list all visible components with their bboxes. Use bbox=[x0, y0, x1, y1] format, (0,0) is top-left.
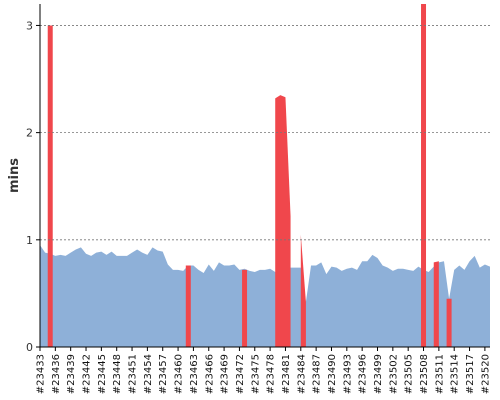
x-tick-label: #23475 bbox=[250, 354, 261, 394]
x-tick-label: #23496 bbox=[358, 354, 369, 394]
y-axis-label: mins bbox=[7, 158, 22, 193]
series-spike bbox=[242, 269, 248, 347]
x-tick-label: #23460 bbox=[174, 354, 185, 394]
series-spike bbox=[433, 261, 439, 347]
x-tick-label: #23511 bbox=[434, 354, 445, 394]
x-tick-label: #23481 bbox=[281, 354, 292, 394]
y-tick-label: 2 bbox=[26, 127, 33, 140]
series-spike bbox=[421, 4, 427, 347]
series-spike bbox=[300, 234, 306, 347]
x-tick-label: #23508 bbox=[419, 354, 430, 394]
x-tick-label: #23439 bbox=[66, 354, 77, 394]
x-tick-label: #23484 bbox=[296, 354, 307, 394]
x-tick-label: #23478 bbox=[266, 354, 277, 394]
x-tick-label: #23487 bbox=[312, 354, 323, 394]
x-tick-label: #23457 bbox=[158, 354, 169, 394]
series-spike bbox=[185, 265, 191, 347]
series-spike bbox=[47, 25, 53, 347]
series-spike bbox=[275, 95, 291, 347]
x-tick-label: #23520 bbox=[480, 354, 491, 394]
x-tick-label: #23514 bbox=[450, 354, 461, 394]
x-tick-label: #23445 bbox=[97, 354, 108, 394]
x-tick-label: #23463 bbox=[189, 354, 200, 394]
x-tick-label: #23454 bbox=[143, 354, 154, 394]
x-tick-label: #23442 bbox=[82, 354, 93, 394]
x-tick-label: #23433 bbox=[36, 354, 47, 394]
x-tick-label: #23469 bbox=[220, 354, 231, 394]
x-tick-label: #23472 bbox=[235, 354, 246, 394]
y-tick-label: 1 bbox=[26, 234, 33, 247]
x-tick-label: #23502 bbox=[388, 354, 399, 394]
x-tick-label: #23499 bbox=[373, 354, 384, 394]
series-area-base bbox=[40, 245, 490, 347]
y-tick-label: 3 bbox=[26, 19, 33, 32]
x-tick-label: #23448 bbox=[112, 354, 123, 394]
x-tick-label: #23490 bbox=[327, 354, 338, 394]
x-tick-label: #23517 bbox=[465, 354, 476, 394]
x-tick-label: #23505 bbox=[404, 354, 415, 394]
x-tick-label: #23451 bbox=[128, 354, 139, 394]
series-spike bbox=[446, 298, 452, 347]
x-tick-label: #23493 bbox=[342, 354, 353, 394]
x-tick-label: #23466 bbox=[204, 354, 215, 394]
y-tick-label: 0 bbox=[26, 341, 33, 354]
x-tick-label: #23436 bbox=[51, 354, 62, 394]
